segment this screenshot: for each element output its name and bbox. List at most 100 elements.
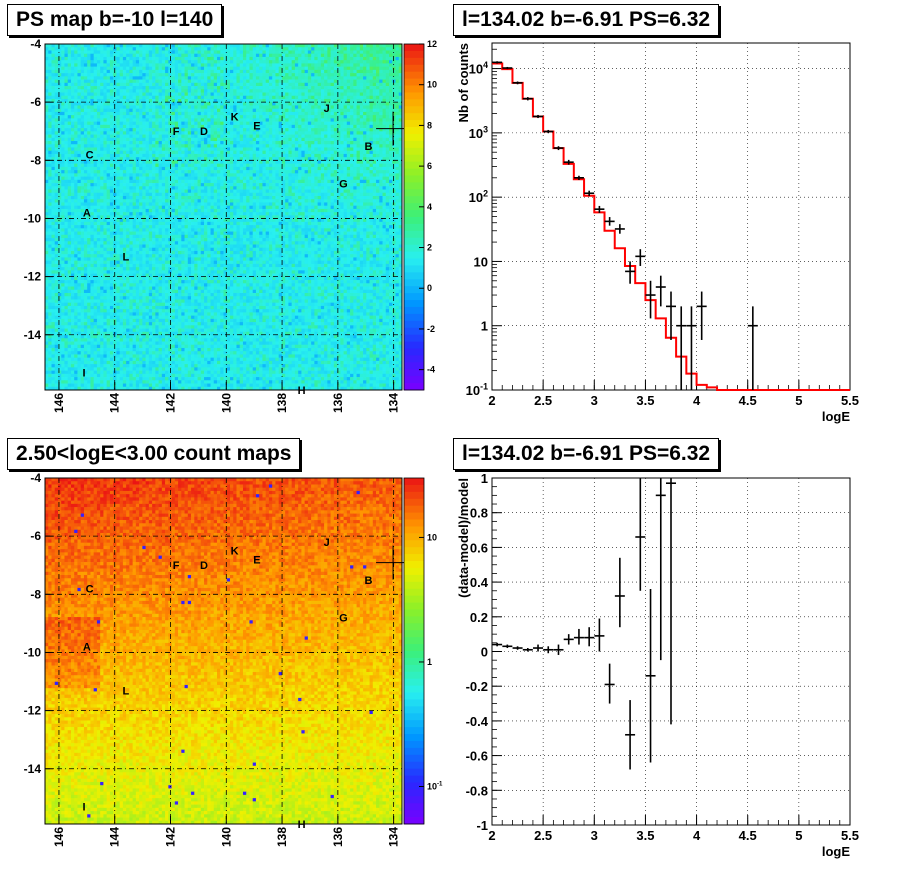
ps-map-cell <box>311 50 315 54</box>
ps-map-cell <box>246 50 250 54</box>
ps-map-cell <box>350 54 354 58</box>
ps-map-cell <box>350 76 354 80</box>
ps-map-cell <box>185 50 189 54</box>
ps-map-cell <box>285 67 289 71</box>
ps-map-cell <box>230 50 234 54</box>
ps-map-cell <box>288 67 292 71</box>
ps-map-cell <box>133 73 137 77</box>
ps-map-cell <box>139 60 143 64</box>
figure-canvas: 146 144 142 140 138 136 134-4-6-8-10-12-14ABCD… <box>0 0 898 871</box>
ps-map-cell <box>159 67 163 71</box>
ps-map-cell <box>159 54 163 58</box>
ps-map-cell <box>217 76 221 80</box>
ps-map-cell <box>71 76 75 80</box>
ps-map-cell <box>318 50 322 54</box>
ps-map-cell <box>327 76 331 80</box>
ps-map-cell <box>84 73 88 77</box>
ps-map-cell <box>305 44 309 48</box>
ps-map-cell <box>142 60 146 64</box>
ps-map-cell <box>133 54 137 58</box>
ps-map-cell <box>318 44 322 48</box>
ps-map-cell <box>142 47 146 51</box>
ps-map-cell <box>87 54 91 58</box>
ps-map-cell <box>94 44 98 48</box>
ps-map-cell <box>236 54 240 58</box>
ps-map-cell <box>159 57 163 61</box>
ps-map-cell <box>288 60 292 64</box>
ps-map-cell <box>230 67 234 71</box>
ps-map-cell <box>383 60 387 64</box>
ps-map-cell <box>126 50 130 54</box>
ps-map-cell <box>97 67 101 71</box>
ps-map-cell <box>256 47 260 51</box>
ps-map-cell <box>295 50 299 54</box>
ps-map-cell <box>48 70 52 74</box>
ps-map-cell <box>220 76 224 80</box>
ps-map-cell <box>370 44 374 48</box>
ps-map-cell <box>207 47 211 51</box>
ps-map-cell <box>129 50 133 54</box>
ps-map-cell <box>396 63 400 67</box>
ps-map-cell <box>55 73 59 77</box>
ps-map-cell <box>262 60 266 64</box>
ps-map-cell <box>81 70 85 74</box>
ps-map-cell <box>350 57 354 61</box>
ps-map-cell <box>285 44 289 48</box>
ps-map-cell <box>227 63 231 67</box>
ps-map-cell <box>249 54 253 58</box>
ps-map-cell <box>165 67 169 71</box>
ps-map-cell <box>159 73 163 77</box>
ps-map-cell <box>363 54 367 58</box>
ps-map-cell <box>246 63 250 67</box>
ps-map-cell <box>392 44 396 48</box>
ps-map-cell <box>81 67 85 71</box>
ps-map-cell <box>211 73 215 77</box>
ps-map-cell <box>279 63 283 67</box>
ps-map-cell <box>272 76 276 80</box>
ps-map-cell <box>376 73 380 77</box>
ps-map-cell <box>314 47 318 51</box>
ps-map-cell <box>275 73 279 77</box>
ps-map-cell <box>87 47 91 51</box>
ps-map-cell <box>61 80 65 84</box>
ps-map-cell <box>327 47 331 51</box>
ps-map-cell <box>240 67 244 71</box>
ps-map-cell <box>262 54 266 58</box>
ps-map-cell <box>383 44 387 48</box>
ps-map-cell <box>139 50 143 54</box>
ps-map-cell <box>233 47 237 51</box>
ps-map-cell <box>324 67 328 71</box>
ps-map-cell <box>243 70 247 74</box>
ps-map-cell <box>298 57 302 61</box>
ps-map-cell <box>249 44 253 48</box>
ps-map-cell <box>334 57 338 61</box>
ps-map-cell <box>256 73 260 77</box>
ps-map-cell <box>87 50 91 54</box>
ps-map-cell <box>253 76 257 80</box>
ps-map-cell <box>198 44 202 48</box>
ps-map-cell <box>357 63 361 67</box>
ps-map-cell <box>321 70 325 74</box>
ps-map-cell <box>100 63 104 67</box>
ps-map-cell <box>396 54 400 58</box>
ps-map-cell <box>175 70 179 74</box>
ps-map-cell <box>116 54 120 58</box>
ps-map-cell <box>81 47 85 51</box>
ps-map-cell <box>376 60 380 64</box>
ps-map-cell <box>227 60 231 64</box>
ps-map-cell <box>185 70 189 74</box>
ps-map-cell <box>379 70 383 74</box>
ps-map-cell <box>120 54 124 58</box>
ps-map-cell <box>249 67 253 71</box>
ps-map-cell <box>305 76 309 80</box>
ps-map-cell <box>269 60 273 64</box>
ps-map-cell <box>344 76 348 80</box>
ps-map-cell <box>74 47 78 51</box>
ps-map-cell <box>266 67 270 71</box>
ps-map-cell <box>162 70 166 74</box>
ps-map-cell <box>360 76 364 80</box>
ps-map-cell <box>198 50 202 54</box>
ps-map-cell <box>214 47 218 51</box>
ps-map-cell <box>207 76 211 80</box>
ps-map-cell <box>324 47 328 51</box>
